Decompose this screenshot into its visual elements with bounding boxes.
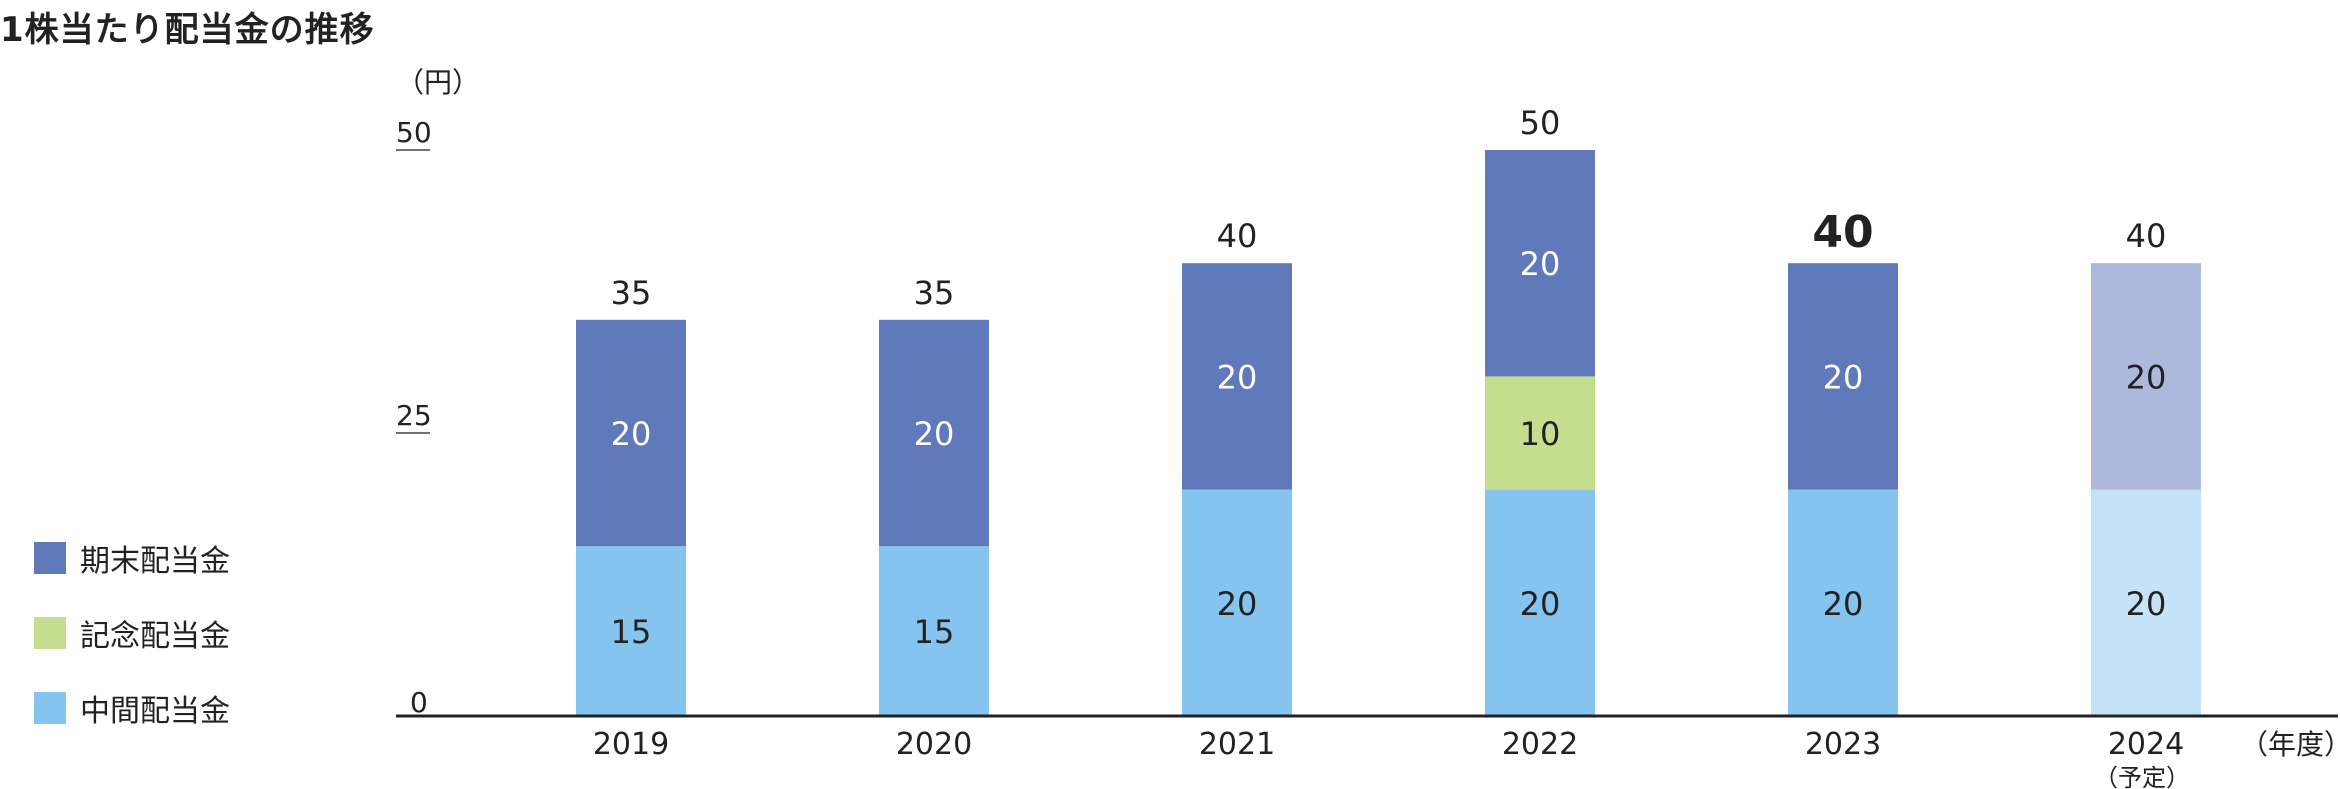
bar-total-label: 40 <box>1812 207 1873 258</box>
bar-segment-value: 20 <box>611 415 652 453</box>
bar-segment <box>1485 489 1595 716</box>
bar-segment <box>879 319 989 547</box>
bar-segment <box>2091 489 2201 716</box>
y-tick-label: 25 <box>396 399 432 432</box>
bar-segment-value: 10 <box>1520 415 1561 453</box>
bar-segment <box>1485 376 1595 490</box>
bar-segment <box>2091 263 2201 490</box>
bar-total-label: 50 <box>1520 104 1561 142</box>
bar-segment-value: 15 <box>914 613 955 651</box>
x-tick-label: 2019 <box>593 727 669 762</box>
bar-segment <box>1788 489 1898 716</box>
bar-segment-value: 20 <box>1217 585 1258 623</box>
bar-segment-value: 20 <box>1823 585 1864 623</box>
bar-total-label: 35 <box>611 274 652 312</box>
x-tick-label: 2024 <box>2108 727 2184 762</box>
legend-label-interim: 中間配当金 <box>80 693 230 729</box>
x-tick-label: 2021 <box>1199 727 1275 762</box>
x-axis-unit: （年度） <box>2240 728 2340 761</box>
legend-item-interim: 中間配当金 <box>34 670 230 745</box>
legend-label-year-end: 期末配当金 <box>80 543 230 579</box>
bar-total-label: 35 <box>914 274 955 312</box>
legend-item-commemorative: 記念配当金 <box>34 595 230 670</box>
y-axis-unit: （円） <box>396 66 480 99</box>
x-tick-note: （予定） <box>2094 764 2190 789</box>
bar-segment-value: 20 <box>1823 358 1864 396</box>
chart-legend: 期末配当金 記念配当金 中間配当金 <box>34 520 230 745</box>
bar-segment <box>1182 263 1292 490</box>
legend-swatch-year-end <box>34 541 66 574</box>
bar-segment-value: 20 <box>1217 358 1258 396</box>
bar-segment-value: 20 <box>2126 585 2167 623</box>
legend-swatch-interim <box>34 691 66 724</box>
bar-segment <box>1788 263 1898 490</box>
legend-swatch-commemorative <box>34 616 66 649</box>
bar-segment-value: 15 <box>611 613 652 651</box>
bar-segment-value: 20 <box>2126 358 2167 396</box>
x-tick-label: 2022 <box>1502 727 1578 762</box>
bar-segment-value: 20 <box>1520 245 1561 283</box>
bar-segment-value: 20 <box>914 415 955 453</box>
bar-total-label: 40 <box>2126 217 2167 255</box>
bar-total-label: 40 <box>1217 217 1258 255</box>
y-tick-label: 50 <box>396 116 432 149</box>
legend-label-commemorative: 記念配当金 <box>80 618 230 654</box>
x-tick-label: 2023 <box>1805 727 1881 762</box>
legend-item-year-end: 期末配当金 <box>34 520 230 595</box>
bar-segment <box>1485 150 1595 377</box>
chart-title: 1株当たり配当金の推移 <box>0 10 375 50</box>
bar-segment <box>576 546 686 716</box>
bar-segment-value: 20 <box>1520 585 1561 623</box>
bar-segment <box>1182 489 1292 716</box>
bar-segment <box>879 546 989 716</box>
x-tick-label: 2020 <box>896 727 972 762</box>
y-tick-label: 0 <box>410 686 428 719</box>
bar-segment <box>576 319 686 547</box>
